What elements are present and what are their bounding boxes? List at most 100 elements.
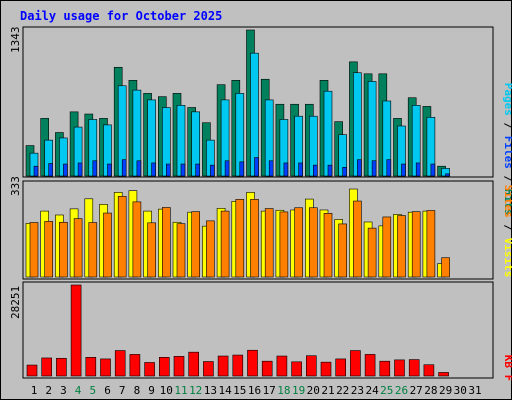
bar-pages-day-24 bbox=[371, 160, 377, 177]
day-label-14: 14 bbox=[218, 384, 232, 397]
bar-kbytes-day-19 bbox=[291, 361, 302, 377]
bar-kbytes-day-10 bbox=[159, 357, 170, 377]
bar-sites-day-3 bbox=[59, 221, 68, 278]
bar-kbytes-day-29 bbox=[438, 372, 449, 377]
bar-kbytes-day-16 bbox=[247, 349, 258, 377]
bar-kbytes-day-15 bbox=[232, 354, 244, 377]
day-label-1: 1 bbox=[31, 384, 38, 397]
bar-sites-day-13 bbox=[206, 220, 215, 278]
bar-kbytes-day-13 bbox=[203, 361, 214, 377]
day-label-18: 18 bbox=[277, 384, 290, 397]
day-label-24: 24 bbox=[365, 384, 379, 397]
bar-kbytes-day-3 bbox=[56, 357, 67, 377]
bar-pages-day-17 bbox=[268, 160, 274, 177]
bar-pages-day-12 bbox=[195, 163, 200, 177]
legend-hits: Hits bbox=[502, 189, 512, 216]
bar-kbytes-day-11 bbox=[173, 356, 185, 377]
bar-pages-day-28 bbox=[430, 163, 436, 177]
day-label-22: 22 bbox=[336, 384, 349, 397]
bar-pages-day-1 bbox=[33, 165, 39, 177]
bar-sites-day-9 bbox=[147, 222, 156, 278]
bar-sites-day-2 bbox=[44, 221, 54, 278]
bar-kbytes-day-28 bbox=[423, 364, 435, 377]
panel-kbytes bbox=[22, 281, 494, 379]
bar-kbytes-day-24 bbox=[364, 354, 376, 377]
legend-sites: Sites bbox=[502, 185, 512, 218]
day-label-13: 13 bbox=[204, 384, 217, 397]
bar-sites-day-24 bbox=[367, 227, 377, 278]
bar-sites-day-23 bbox=[353, 200, 362, 278]
bar-kbytes-day-17 bbox=[261, 360, 273, 377]
bar-sites-day-10 bbox=[162, 207, 171, 278]
bar-kbytes-day-20 bbox=[305, 355, 317, 377]
bar-kbytes-day-8 bbox=[129, 354, 141, 377]
bar-sites-day-29 bbox=[441, 257, 450, 278]
bar-sites-day-20 bbox=[308, 207, 318, 278]
day-label-19: 19 bbox=[292, 384, 305, 397]
bar-pages-day-19 bbox=[298, 162, 303, 177]
day-label-15: 15 bbox=[233, 384, 246, 397]
bar-kbytes-day-23 bbox=[350, 350, 361, 377]
bar-sites-day-7 bbox=[117, 195, 127, 278]
day-label-8: 8 bbox=[134, 384, 141, 397]
bar-sites-day-18 bbox=[279, 211, 289, 278]
day-label-2: 2 bbox=[45, 384, 52, 397]
chart-bars bbox=[25, 29, 450, 377]
bar-sites-day-28 bbox=[426, 210, 436, 278]
day-label-10: 10 bbox=[160, 384, 173, 397]
bar-pages-day-26 bbox=[401, 163, 406, 177]
bar-sites-day-17 bbox=[264, 208, 274, 278]
bar-pages-day-22 bbox=[342, 167, 348, 177]
bar-sites-day-27 bbox=[411, 211, 421, 278]
y-max-label-top: 1343 bbox=[9, 27, 22, 54]
day-label-28: 28 bbox=[424, 384, 437, 397]
day-label-3: 3 bbox=[60, 384, 67, 397]
day-label-27: 27 bbox=[410, 384, 423, 397]
legend-top: Pages / Files / Hits bbox=[502, 83, 512, 216]
bar-pages-day-23 bbox=[357, 159, 362, 177]
bar-kbytes-day-14 bbox=[217, 355, 229, 377]
day-label-17: 17 bbox=[263, 384, 276, 397]
bar-kbytes-day-1 bbox=[26, 364, 38, 377]
legend-kb: KB bbox=[502, 355, 512, 369]
bar-pages-day-11 bbox=[180, 163, 186, 177]
bar-sites-day-15 bbox=[235, 199, 245, 278]
panel-visits-sites bbox=[22, 180, 494, 280]
chart-title: Daily usage for October 2025 bbox=[20, 9, 222, 23]
day-label-20: 20 bbox=[307, 384, 320, 397]
bar-kbytes-day-26 bbox=[394, 359, 405, 377]
day-label-16: 16 bbox=[248, 384, 261, 397]
legend-pages: Pages bbox=[502, 83, 512, 116]
panel-hits-files-pages bbox=[22, 26, 494, 178]
bar-sites-day-1 bbox=[29, 222, 39, 278]
legend-files: Files bbox=[502, 136, 512, 169]
day-label-26: 26 bbox=[395, 384, 408, 397]
y-max-label-bottom: 28251 bbox=[9, 286, 22, 319]
bar-pages-day-18 bbox=[283, 162, 289, 177]
bar-pages-day-2 bbox=[48, 163, 54, 177]
day-label-4: 4 bbox=[75, 384, 82, 397]
bar-kbytes-day-7 bbox=[114, 350, 126, 377]
bar-pages-day-16 bbox=[254, 157, 259, 177]
day-axis-labels: 1 2 3 4 5 6 7 8 9 10 11 12 13 14 15 16 17 18 19 20 21 22 23 24 2… bbox=[31, 384, 482, 397]
bar-kbytes-day-27 bbox=[408, 359, 420, 377]
day-label-30: 30 bbox=[454, 384, 467, 397]
bar-kbytes-day-18 bbox=[276, 355, 288, 377]
bar-kbytes-day-4 bbox=[70, 284, 82, 377]
bar-sites-day-4 bbox=[73, 218, 83, 278]
bar-pages-day-7 bbox=[121, 159, 127, 177]
bar-kbytes-day-25 bbox=[379, 360, 391, 377]
bar-pages-day-4 bbox=[77, 162, 83, 177]
bar-pages-day-21 bbox=[327, 164, 333, 177]
bar-pages-day-3 bbox=[63, 163, 68, 177]
bar-sites-day-5 bbox=[88, 222, 98, 278]
bar-sites-day-25 bbox=[382, 216, 392, 278]
legend-visits: Visits bbox=[502, 238, 512, 278]
bar-kbytes-day-2 bbox=[41, 357, 53, 377]
bar-sites-day-14 bbox=[220, 210, 230, 278]
bar-files-day-21 bbox=[323, 90, 333, 177]
bar-pages-day-10 bbox=[166, 163, 171, 177]
day-label-31: 31 bbox=[468, 384, 481, 397]
